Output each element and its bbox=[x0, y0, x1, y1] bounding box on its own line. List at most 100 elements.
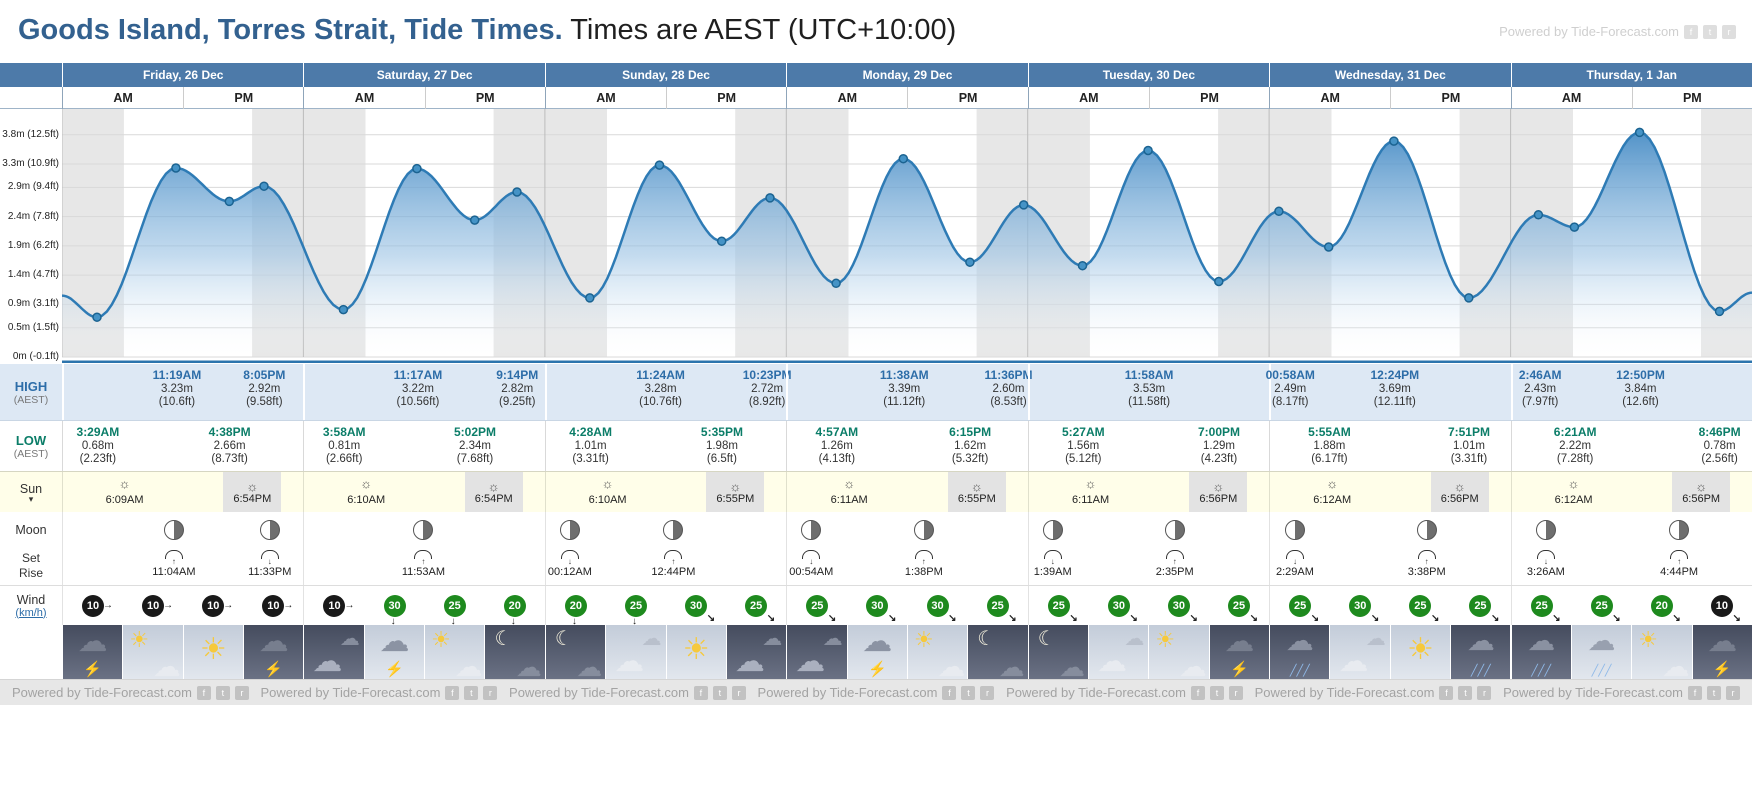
rss-icon[interactable]: r bbox=[1726, 685, 1740, 700]
sunset-icon: ☼ bbox=[729, 478, 742, 494]
wind-slot: 25 ↓ bbox=[606, 586, 666, 627]
wind-slot: 20 ↓ bbox=[485, 586, 545, 627]
moonset-icon bbox=[1536, 550, 1555, 559]
high-tide-tz-label: (AEST) bbox=[13, 393, 49, 406]
cloud-icon: ☁ bbox=[1059, 652, 1086, 679]
twitter-icon[interactable]: t bbox=[1458, 685, 1473, 700]
tide-height-ft: (4.13ft) bbox=[818, 453, 856, 465]
moon-rise-entry: ↑ 4:44PM bbox=[1644, 550, 1714, 578]
sun-expand-icon[interactable]: ▾ bbox=[28, 493, 34, 504]
tide-height-ft: (11.12ft) bbox=[883, 396, 926, 408]
day-column: 25 ↘ 30 ↘ 30 ↘ 25 ↘ bbox=[1027, 586, 1269, 625]
rss-icon[interactable]: r bbox=[234, 685, 249, 700]
wind-speed-badge: 30 ↘ bbox=[1167, 594, 1198, 624]
twitter-icon[interactable]: t bbox=[1707, 685, 1721, 700]
day-column: 10 → 30 ↓ 25 ↓ 20 ↓ bbox=[303, 586, 545, 627]
day-column: 3:58AM 0.81m (2.66ft) 5:02PM 2.34m (7.68ft) bbox=[303, 421, 544, 471]
tide-time: 3:29AM bbox=[76, 425, 120, 439]
tide-height-m: 1.56m bbox=[1067, 439, 1100, 452]
wind-row: Wind (km/h) 10 → 10 → 10 → 10 → 10 → 30 ↓ 25 ↓ 20 ↓ 20 ↓ 2… bbox=[0, 585, 1752, 627]
powered-by-link[interactable]: Powered by Tide-Forecast.com bbox=[757, 685, 938, 700]
moon-arrow-icon: ↑ bbox=[1424, 557, 1429, 566]
high-tide-label: HIGH bbox=[14, 378, 48, 394]
rss-icon[interactable]: r bbox=[483, 685, 498, 700]
facebook-icon[interactable]: f bbox=[196, 685, 211, 700]
low-tide-entry: 3:29AM 0.68m (2.23ft) bbox=[56, 425, 140, 467]
tide-height-ft: (10.76ft) bbox=[639, 396, 682, 408]
moon-arrow-icon: ↓ bbox=[1050, 557, 1055, 566]
facebook-icon[interactable]: f bbox=[1684, 24, 1698, 39]
powered-by-link[interactable]: Powered by Tide-Forecast.com bbox=[509, 685, 689, 700]
tide-height-ft: (9.58ft) bbox=[246, 396, 283, 408]
weather-cell-cloud: ☁ ☁ bbox=[725, 625, 787, 679]
tide-height-m: 3.23m bbox=[160, 382, 193, 395]
powered-by-link[interactable]: Powered by Tide-Forecast.com bbox=[260, 685, 441, 700]
day-name: Wednesday, 31 Dec bbox=[1334, 68, 1446, 82]
high-tide-marker bbox=[1018, 200, 1029, 210]
wind-direction-arrow: ↘ bbox=[888, 612, 897, 624]
powered-by-link[interactable]: Powered by Tide-Forecast.com bbox=[12, 685, 192, 700]
low-tide-entry: 5:27AM 1.56m (5.12ft) bbox=[1041, 425, 1125, 467]
high-tide-entry: 11:36PM 2.60m (8.53ft) bbox=[967, 368, 1051, 410]
facebook-icon[interactable]: f bbox=[1190, 685, 1205, 700]
wind-slot: 25 ↘ bbox=[1512, 586, 1572, 625]
facebook-icon[interactable]: f bbox=[1439, 685, 1454, 700]
am-pm-cell: AM PM bbox=[544, 87, 786, 109]
cloud-icon: ☁ bbox=[641, 628, 662, 650]
wind-speed-badge: 25 ↘ bbox=[1289, 594, 1319, 624]
tide-height-m: 1.01m bbox=[1452, 439, 1485, 452]
cloud-icon: ☁ bbox=[1661, 651, 1690, 680]
facebook-icon[interactable]: f bbox=[942, 685, 957, 700]
wind-unit-link[interactable]: (km/h) bbox=[15, 606, 47, 619]
moon-time: 3:26AM bbox=[1526, 566, 1565, 578]
powered-by-link[interactable]: Powered by Tide-Forecast.com bbox=[1499, 24, 1679, 39]
twitter-icon[interactable]: t bbox=[961, 685, 976, 700]
facebook-icon[interactable]: f bbox=[445, 685, 460, 700]
day-column bbox=[1269, 512, 1510, 547]
twitter-icon[interactable]: t bbox=[1209, 685, 1224, 700]
rain-drops-icon: ╱╱╱ bbox=[1591, 665, 1612, 677]
twitter-icon[interactable]: t bbox=[712, 685, 727, 700]
weather-cell-storm: ☁ ⚡ bbox=[1208, 625, 1270, 679]
tide-time: 7:51PM bbox=[1447, 425, 1490, 439]
twitter-icon[interactable]: t bbox=[1703, 24, 1717, 39]
wind-speed-badge: 10 → bbox=[142, 594, 173, 617]
powered-by-link[interactable]: Powered by Tide-Forecast.com bbox=[1006, 685, 1186, 700]
low-tide-marker bbox=[1569, 222, 1580, 232]
moon-time: 11:53AM bbox=[401, 566, 446, 578]
twitter-icon[interactable]: t bbox=[215, 685, 230, 700]
twitter-icon[interactable]: t bbox=[464, 685, 479, 700]
wind-speed-badge: 25 ↘ bbox=[1590, 594, 1621, 624]
rss-icon[interactable]: r bbox=[731, 685, 746, 700]
powered-by-footer: Powered by Tide-Forecast.com f t r bbox=[261, 685, 498, 700]
wind-speed-badge: 30 ↘ bbox=[1107, 594, 1138, 624]
wind-slot: 25 ↘ bbox=[1390, 586, 1450, 625]
moon-phase-icon bbox=[801, 520, 822, 540]
tide-time: 5:35PM bbox=[700, 425, 743, 439]
set-label: Set bbox=[21, 551, 40, 565]
weather-cell-cloud: ☁ ☁ bbox=[605, 625, 666, 679]
sunrise-cell: ☼ 6:11AM bbox=[814, 477, 884, 508]
day-column: 00:58AM 2.49m (8.17ft) 12:24PM 3.69m (12.11ft… bbox=[1266, 364, 1510, 420]
high-tide-entry: 8:05PM 2.92m (9.58ft) bbox=[222, 368, 306, 410]
moon-phase-icon bbox=[1669, 520, 1690, 540]
sunrise-cell: ☼ 6:09AM bbox=[90, 477, 160, 508]
cloud-icon: ☁ bbox=[312, 645, 343, 678]
cloud-icon: ☁ bbox=[1338, 645, 1369, 678]
facebook-icon[interactable]: f bbox=[693, 685, 708, 700]
moon-time: 1:39AM bbox=[1033, 566, 1072, 578]
wind-direction-arrow: → bbox=[283, 599, 294, 611]
tide-height-ft: (11.58ft) bbox=[1128, 396, 1171, 408]
powered-by-link[interactable]: Powered by Tide-Forecast.com bbox=[1503, 685, 1683, 700]
rss-icon[interactable]: r bbox=[1228, 685, 1243, 700]
day-column: ↓ 2:29AM ↑ 3:38PM bbox=[1269, 547, 1510, 585]
rss-icon[interactable]: r bbox=[980, 685, 995, 700]
sun-label-cell: Sun ▾ bbox=[0, 472, 62, 512]
moon-set-entry: ↓ 1:39AM bbox=[1018, 550, 1088, 578]
rss-icon[interactable]: r bbox=[1477, 685, 1492, 700]
facebook-icon[interactable]: f bbox=[1688, 685, 1702, 700]
low-tide-marker bbox=[1214, 276, 1224, 287]
rss-icon[interactable]: r bbox=[1722, 24, 1736, 39]
powered-by-link[interactable]: Powered by Tide-Forecast.com bbox=[1254, 685, 1435, 700]
wind-slot: 20 ↓ bbox=[546, 586, 606, 627]
